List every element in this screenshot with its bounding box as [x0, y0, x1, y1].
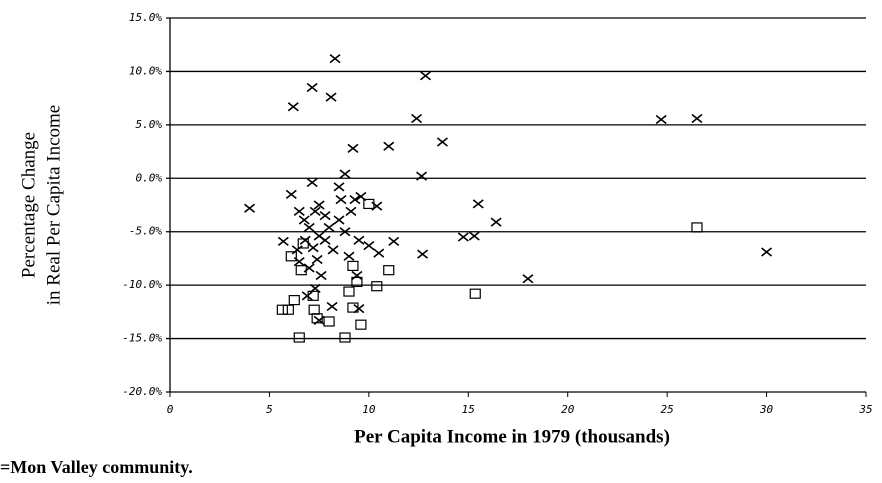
point: [347, 143, 359, 153]
point: [691, 222, 703, 233]
point: [349, 195, 361, 205]
point: [353, 235, 365, 245]
point: [277, 236, 289, 246]
x-axis-label: Per Capita Income in 1979 (thousands): [354, 426, 670, 447]
point: [355, 319, 367, 330]
point: [353, 304, 365, 314]
point: [311, 313, 323, 324]
point: [285, 251, 297, 262]
point: [306, 177, 318, 188]
point: [329, 53, 341, 64]
point: [323, 222, 335, 233]
point: [411, 113, 423, 124]
point: [309, 206, 321, 217]
point: [351, 270, 363, 281]
point: [343, 251, 355, 261]
footnote: =Mon Valley community.: [0, 457, 193, 477]
point: [655, 114, 667, 125]
point: [282, 304, 294, 315]
point: [416, 171, 428, 181]
x-tick-label: 15: [462, 403, 475, 416]
point: [307, 243, 319, 253]
point: [351, 276, 363, 288]
point: [363, 198, 375, 210]
point: [383, 141, 395, 151]
point: [319, 211, 331, 221]
y-tick-label: -5.0%: [129, 225, 162, 238]
y-tick-label: 0.0%: [136, 171, 163, 184]
x-tick-label: 0: [167, 403, 174, 416]
point: [313, 231, 325, 241]
point: [363, 240, 375, 251]
point: [307, 290, 319, 301]
point: [347, 260, 359, 272]
y-tick-label: -20.0%: [122, 385, 162, 398]
point: [298, 215, 310, 225]
point: [295, 265, 307, 276]
y-tick-label: 15.0%: [129, 11, 162, 24]
x-tick-label: 30: [759, 403, 774, 416]
point: [469, 288, 481, 299]
point: [468, 231, 480, 241]
point: [333, 182, 345, 192]
point: [388, 236, 400, 246]
point: [457, 232, 469, 242]
point: [326, 301, 338, 312]
point: [345, 206, 357, 217]
point: [335, 195, 347, 205]
point: [383, 265, 395, 276]
point: [373, 248, 385, 258]
x-tick-label: 10: [362, 403, 376, 416]
point: [339, 169, 351, 179]
point: [472, 199, 484, 209]
point: [339, 227, 351, 237]
x-tick-label: 35: [858, 403, 872, 416]
y-tick-label: 10.0%: [129, 64, 162, 77]
point: [276, 304, 288, 315]
point: [306, 82, 318, 93]
point: [288, 295, 300, 306]
y-tick-label: -15.0%: [122, 332, 162, 345]
y-axis-label: Percentage Change: [18, 132, 39, 278]
x-tick-label: 25: [661, 403, 674, 416]
point: [490, 217, 502, 227]
point: [308, 304, 320, 315]
point: [761, 247, 773, 257]
point: [287, 102, 299, 112]
point: [691, 113, 703, 124]
point: [285, 189, 297, 199]
x-tick-label: 5: [266, 403, 273, 416]
point: [347, 302, 359, 313]
point: [244, 203, 256, 213]
point: [333, 215, 345, 225]
point: [323, 316, 335, 327]
point: [420, 71, 432, 81]
point: [293, 206, 305, 217]
point: [339, 332, 351, 343]
point: [327, 245, 339, 255]
point: [303, 222, 315, 233]
point: [522, 274, 534, 284]
y-tick-label: 5.0%: [136, 118, 163, 131]
point: [297, 238, 309, 249]
point: [315, 270, 327, 281]
x-tick-label: 20: [561, 403, 575, 416]
point: [343, 286, 355, 297]
point: [301, 291, 313, 301]
y-axis-label: in Real Per Capita Income: [43, 105, 64, 306]
point: [311, 254, 323, 265]
point: [417, 249, 429, 259]
point: [436, 137, 448, 147]
point: [293, 332, 305, 343]
point: [313, 200, 325, 210]
y-tick-label: -10.0%: [122, 278, 162, 291]
point: [291, 245, 303, 255]
point: [325, 92, 337, 102]
point: [371, 281, 383, 292]
